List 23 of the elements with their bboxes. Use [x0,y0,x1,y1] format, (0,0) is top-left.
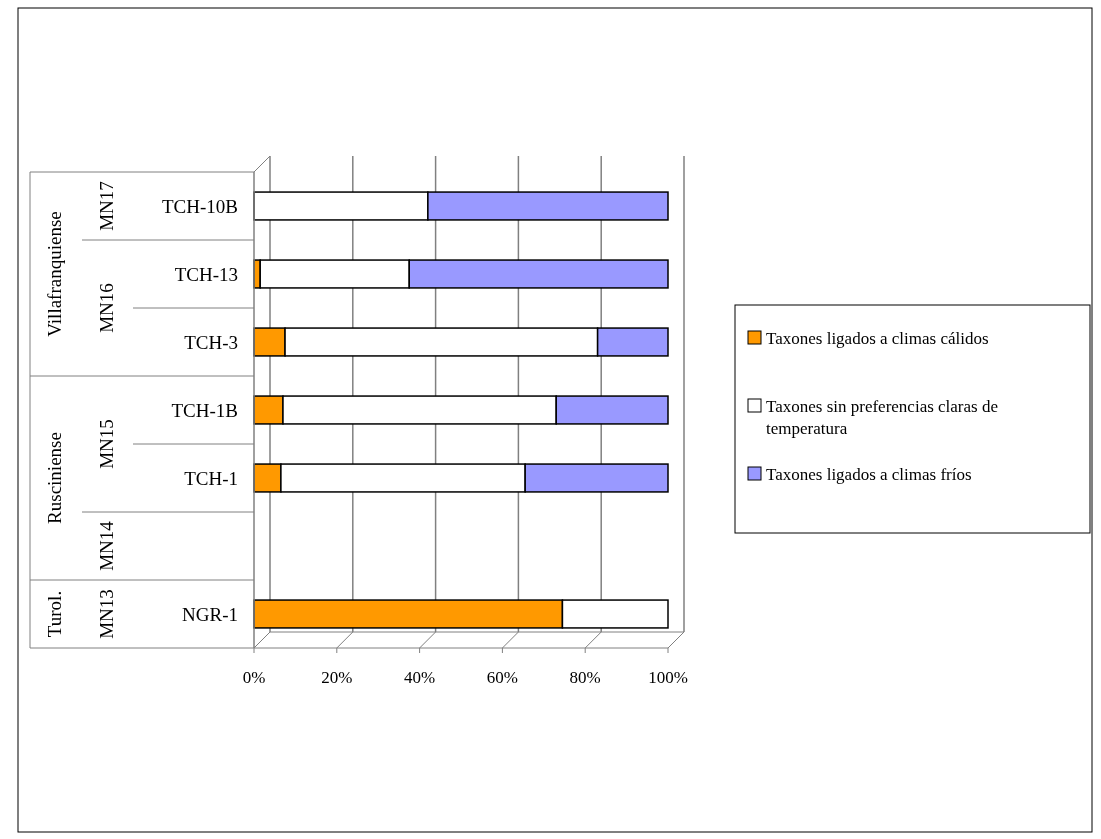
x-tick-label: 60% [486,668,518,687]
y-tick-label: TCH-1 [184,467,238,489]
text: MN13 [95,589,117,639]
legend-label: Taxones sin preferencias claras de temperatura [766,396,998,439]
x-tick-label: 40% [404,668,436,687]
x-tick-label: 100% [648,668,688,687]
y-tick-label: TCH-1B [171,399,238,421]
x-tick-label: 0% [242,668,266,687]
legend-label: Taxones ligados a climas cálidos [766,328,989,348]
text: Turol. [43,590,65,638]
x-tick-label: 20% [321,668,353,687]
x-tick-label: 80% [569,668,601,687]
legend-label: Taxones ligados a climas fríos [766,464,972,484]
text: Villafranquiense [43,211,65,337]
y-tick-label: NGR-1 [182,603,238,625]
text: Rusciniense [43,432,65,524]
y-tick-label: TCH-10B [162,195,238,217]
text: MN17 [95,181,117,231]
y-tick-label: TCH-13 [174,263,238,285]
text: MN14 [95,520,117,571]
text: MN15 [95,419,117,469]
text: MN16 [95,283,117,333]
y-tick-label: TCH-3 [184,331,238,353]
